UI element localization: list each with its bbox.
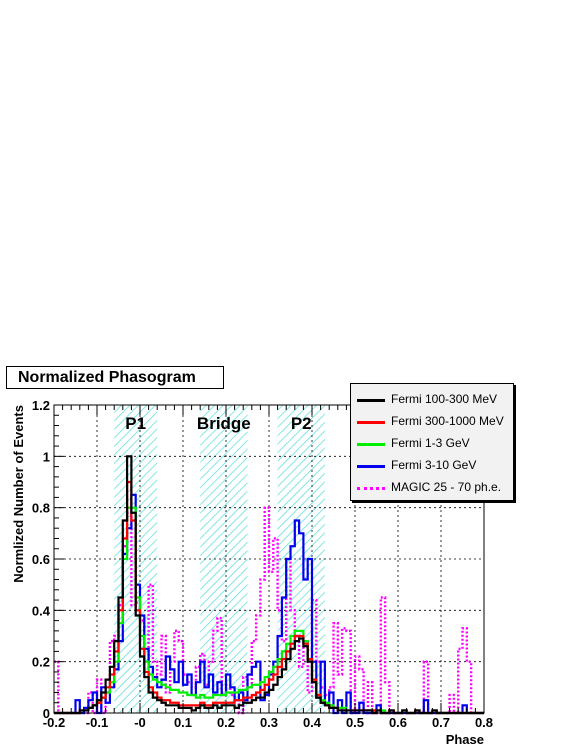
x-axis-label: Phase (446, 732, 484, 747)
y-axis-label: Normlized Number of Events (11, 405, 26, 583)
x-tick-label: -0 (134, 715, 146, 730)
legend-swatch (357, 443, 385, 446)
x-tick-label: -0.2 (43, 715, 65, 730)
legend-item: Fermi 100-300 MeV (351, 390, 513, 410)
legend-label: Fermi 3-10 GeV (391, 458, 477, 472)
region-label: P2 (291, 414, 312, 433)
x-tick-label: 0.1 (174, 715, 192, 730)
x-tick-label: 0.4 (303, 715, 322, 730)
region-label: Bridge (197, 414, 251, 433)
chart-title-box: Normalized Phasogram (6, 366, 224, 389)
legend-swatch (357, 421, 385, 424)
y-tick-label: 0.4 (32, 603, 51, 618)
legend-swatch (357, 465, 385, 468)
y-tick-label: 1 (43, 449, 50, 464)
legend-label: Fermi 1-3 GeV (391, 436, 470, 450)
legend-swatch (357, 487, 385, 490)
x-tick-label: 0.8 (475, 715, 493, 730)
chart-title: Normalized Phasogram (18, 369, 196, 386)
legend-label: Fermi 100-300 MeV (391, 392, 498, 406)
x-tick-label: 0.2 (217, 715, 235, 730)
legend-item: Fermi 3-10 GeV (351, 456, 513, 476)
legend-label: Fermi 300-1000 MeV (391, 414, 504, 428)
y-tick-label: 1.2 (32, 398, 50, 413)
x-tick-label: 0.7 (432, 715, 450, 730)
y-tick-label: 0.6 (32, 552, 50, 567)
y-tick-label: 0.8 (32, 501, 50, 516)
y-tick-label: 0.2 (32, 655, 50, 670)
legend-swatch (357, 399, 385, 402)
legend-label: MAGIC 25 - 70 ph.e. (391, 480, 502, 494)
chart-legend: Fermi 100-300 MeV Fermi 300-1000 MeV Fermi… (350, 383, 514, 501)
x-tick-label: 0.3 (260, 715, 278, 730)
region-label: P1 (125, 414, 146, 433)
legend-item: Fermi 300-1000 MeV (351, 412, 513, 432)
x-tick-label: 0.6 (389, 715, 407, 730)
x-tick-label: 0.5 (346, 715, 364, 730)
y-tick-label: 0 (43, 706, 50, 721)
legend-item: Fermi 1-3 GeV (351, 434, 513, 454)
x-tick-label: -0.1 (86, 715, 108, 730)
legend-item: MAGIC 25 - 70 ph.e. (351, 478, 513, 498)
